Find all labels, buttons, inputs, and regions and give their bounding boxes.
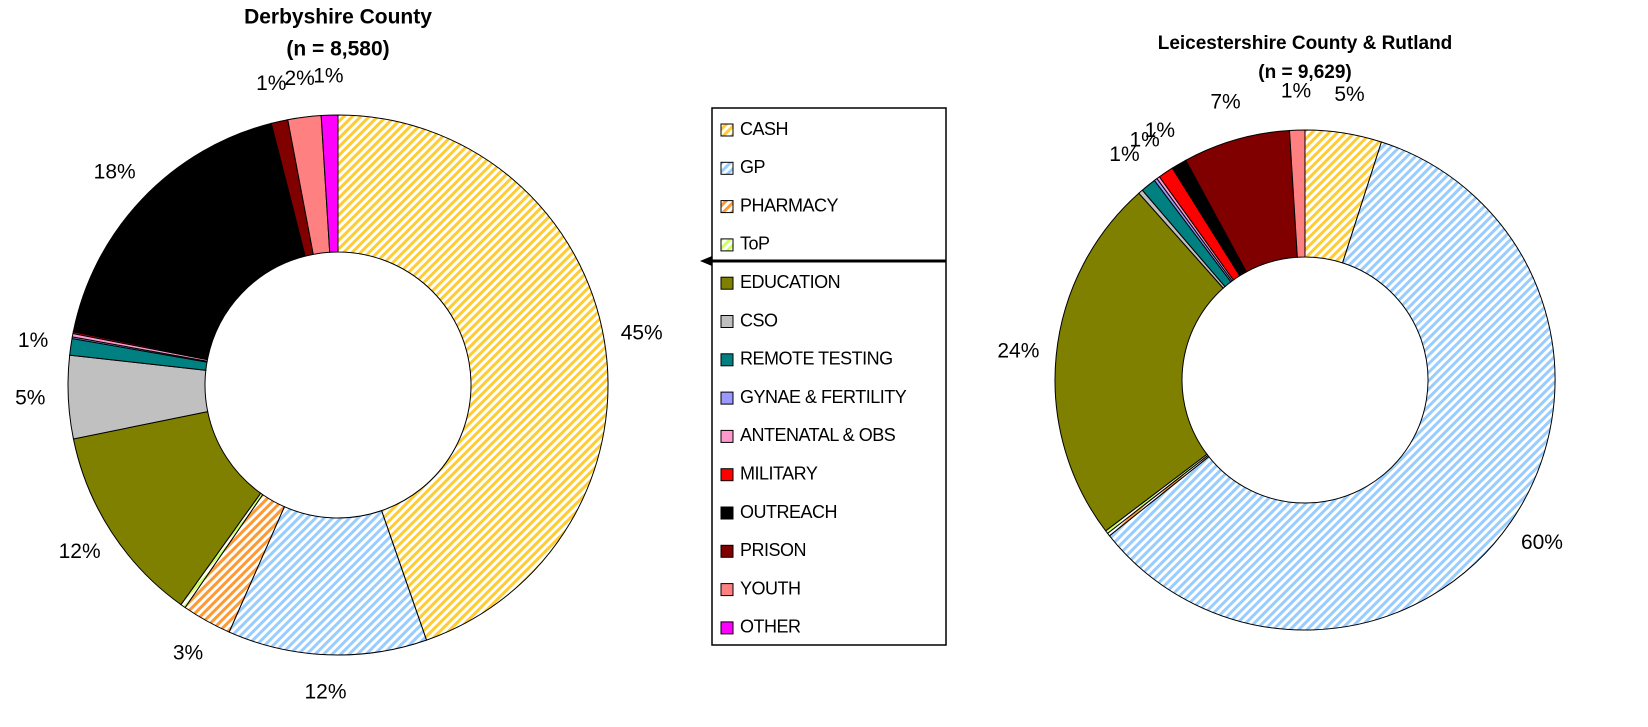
legend-label: CASH xyxy=(740,119,788,139)
data-label: 1% xyxy=(1109,143,1139,166)
legend-swatch xyxy=(720,391,734,405)
data-label: 1% xyxy=(256,72,286,95)
legend-swatch xyxy=(720,506,734,520)
donut-slice xyxy=(1108,141,1556,631)
legend-swatch xyxy=(720,238,734,252)
legend-swatch xyxy=(720,468,734,482)
data-label: 1% xyxy=(313,65,343,88)
data-label: 3% xyxy=(173,642,203,665)
legend-label: YOUTH xyxy=(740,578,801,598)
legend-label: PHARMACY xyxy=(740,195,839,215)
legend-swatch xyxy=(720,123,734,137)
donut-slice xyxy=(1054,192,1224,532)
legend-label: ANTENATAL & OBS xyxy=(740,425,896,445)
data-label: 1% xyxy=(1129,128,1159,151)
data-label: 12% xyxy=(59,540,101,563)
legend-label: ToP xyxy=(740,234,770,254)
data-label: 1% xyxy=(1145,119,1175,142)
legend-swatch xyxy=(720,276,734,290)
data-label: 12% xyxy=(304,680,346,703)
legend-swatch xyxy=(720,353,734,367)
legend-swatch xyxy=(720,621,734,635)
chart-subtitle: (n = 8,580) xyxy=(286,38,389,61)
legend-swatch xyxy=(720,429,734,443)
donut-slice xyxy=(320,114,339,253)
chart-title: Derbyshire County xyxy=(244,6,432,29)
legend-label: GP xyxy=(740,157,766,177)
data-label: 60% xyxy=(1521,531,1563,554)
donut-slice xyxy=(72,122,306,360)
legend-label: GYNAE & FERTILITY xyxy=(740,387,907,407)
data-label: 45% xyxy=(621,321,663,344)
legend-swatch xyxy=(720,161,734,175)
legend-box xyxy=(711,107,947,646)
legend-swatch xyxy=(720,200,734,214)
data-label: 1% xyxy=(1281,80,1311,103)
legend-arrow xyxy=(700,256,712,266)
data-label: 5% xyxy=(1334,83,1364,106)
legend-swatch xyxy=(720,583,734,597)
data-label: 2% xyxy=(284,67,314,90)
legend-label: OUTREACH xyxy=(740,502,837,522)
legend-label: OTHER xyxy=(740,617,801,637)
legend-label: PRISON xyxy=(740,540,806,560)
legend-label: REMOTE TESTING xyxy=(740,349,893,369)
data-label: 18% xyxy=(94,160,136,183)
legend-label: CSO xyxy=(740,310,778,330)
legend-label: EDUCATION xyxy=(740,272,840,292)
chart-subtitle: (n = 9,629) xyxy=(1258,62,1351,83)
chart-title: Leicestershire County & Rutland xyxy=(1158,33,1453,54)
data-label: 5% xyxy=(15,386,45,409)
data-label: 1% xyxy=(18,329,48,352)
data-label: 7% xyxy=(1210,91,1240,114)
legend-swatch xyxy=(720,544,734,558)
legend-swatch xyxy=(720,315,734,328)
data-label: 24% xyxy=(997,339,1039,362)
donut-slice xyxy=(337,114,609,641)
legend-label: MILITARY xyxy=(740,463,818,483)
